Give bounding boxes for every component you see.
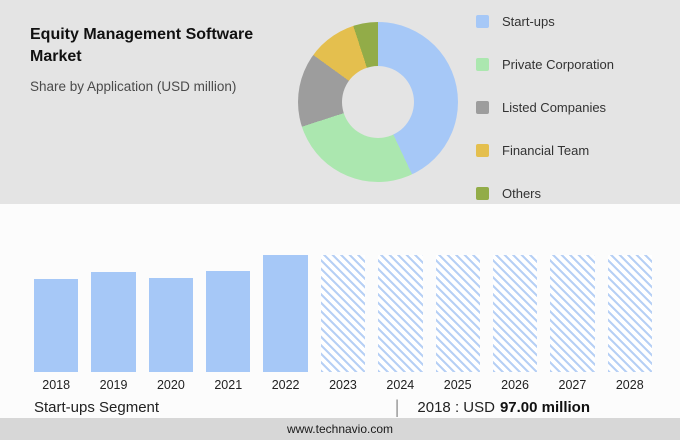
caption-separator: | bbox=[394, 396, 400, 417]
bar-column-2022: 2022 bbox=[263, 242, 308, 398]
bar-column-2018: 2018 bbox=[34, 242, 79, 398]
bar-column-2020: 2020 bbox=[148, 242, 194, 398]
donut-chart bbox=[298, 22, 458, 182]
bar-column-2027: 2027 bbox=[550, 242, 595, 398]
bar-column-2019: 2019 bbox=[91, 242, 136, 398]
bar-2018 bbox=[34, 279, 79, 372]
summary-panel: Equity Management Software Market Share … bbox=[0, 0, 680, 204]
x-tick-2020: 2020 bbox=[156, 378, 185, 392]
legend-swatch-financial-team bbox=[476, 144, 489, 157]
caption-row: Start-ups Segment | 2018 : USD 97.00 mill… bbox=[34, 394, 652, 420]
legend-label-others: Others bbox=[502, 186, 542, 201]
bar-chart-panel: 2018 2019 2020 2021 2022 2023 2024 2025 2026 2027… bbox=[0, 204, 680, 440]
x-tick-2019: 2019 bbox=[99, 378, 128, 392]
donut-hole bbox=[342, 66, 414, 138]
bar-2025 bbox=[435, 255, 480, 372]
legend-item-others: Others bbox=[476, 186, 614, 201]
legend-label-listed-companies: Listed Companies bbox=[502, 100, 607, 115]
bar-2023 bbox=[320, 255, 366, 372]
legend-label-private-corporation: Private Corporation bbox=[502, 57, 614, 72]
caption-value-amount: 97.00 million bbox=[499, 398, 590, 416]
bar-2019 bbox=[91, 272, 136, 372]
legend-label-startups: Start-ups bbox=[502, 14, 555, 29]
legend-item-listed-companies: Listed Companies bbox=[476, 100, 614, 115]
x-tick-2021: 2021 bbox=[214, 378, 243, 392]
x-tick-2024: 2024 bbox=[386, 378, 415, 392]
bar-2022 bbox=[263, 255, 308, 372]
title-block: Equity Management Software Market Share … bbox=[30, 24, 285, 94]
bar-chart: 2018 2019 2020 2021 2022 2023 2024 2025 2026 2027… bbox=[34, 242, 652, 398]
website-text: www.technavio.com bbox=[286, 422, 394, 436]
bar-2020 bbox=[148, 278, 194, 372]
legend-swatch-startups bbox=[476, 15, 489, 28]
bar-2021 bbox=[206, 271, 251, 372]
bar-2027 bbox=[550, 255, 595, 372]
caption-value: 2018 : USD 97.00 million bbox=[417, 399, 590, 416]
legend-item-financial-team: Financial Team bbox=[476, 143, 614, 158]
x-tick-2028: 2028 bbox=[615, 378, 644, 392]
footer: www.technavio.com bbox=[0, 418, 680, 440]
bar-column-2026: 2026 bbox=[492, 242, 538, 398]
bar-2026 bbox=[492, 255, 538, 372]
bar-column-2021: 2021 bbox=[206, 242, 251, 398]
bar-column-2024: 2024 bbox=[378, 242, 423, 398]
x-tick-2026: 2026 bbox=[501, 378, 529, 392]
bar-2024 bbox=[378, 255, 423, 372]
segment-label: Start-ups Segment bbox=[34, 398, 160, 416]
page-title: Equity Management Software Market bbox=[30, 26, 254, 66]
bar-2028 bbox=[607, 255, 652, 372]
legend-swatch-others bbox=[476, 187, 489, 200]
legend-swatch-private-corporation bbox=[476, 58, 489, 71]
caption-value-prefix: 2018 : USD bbox=[417, 398, 495, 416]
legend-swatch-listed-companies bbox=[476, 101, 489, 114]
legend-item-private-corporation: Private Corporation bbox=[476, 57, 614, 72]
x-tick-2023: 2023 bbox=[329, 378, 357, 392]
x-tick-2025: 2025 bbox=[443, 378, 472, 392]
caption-right: | 2018 : USD 97.00 million bbox=[395, 397, 590, 418]
x-tick-2022: 2022 bbox=[271, 378, 300, 392]
legend-item-startups: Start-ups bbox=[476, 14, 614, 29]
legend-label-financial-team: Financial Team bbox=[502, 143, 590, 158]
x-tick-2018: 2018 bbox=[42, 378, 71, 392]
bar-column-2025: 2025 bbox=[435, 242, 480, 398]
bar-column-2023: 2023 bbox=[320, 242, 366, 398]
x-tick-2027: 2027 bbox=[558, 378, 587, 392]
donut-legend: Start-ups Private Corporation Listed Com… bbox=[476, 14, 614, 201]
bar-column-2028: 2028 bbox=[607, 242, 652, 398]
page-subtitle: Share by Application (USD million) bbox=[30, 78, 237, 94]
